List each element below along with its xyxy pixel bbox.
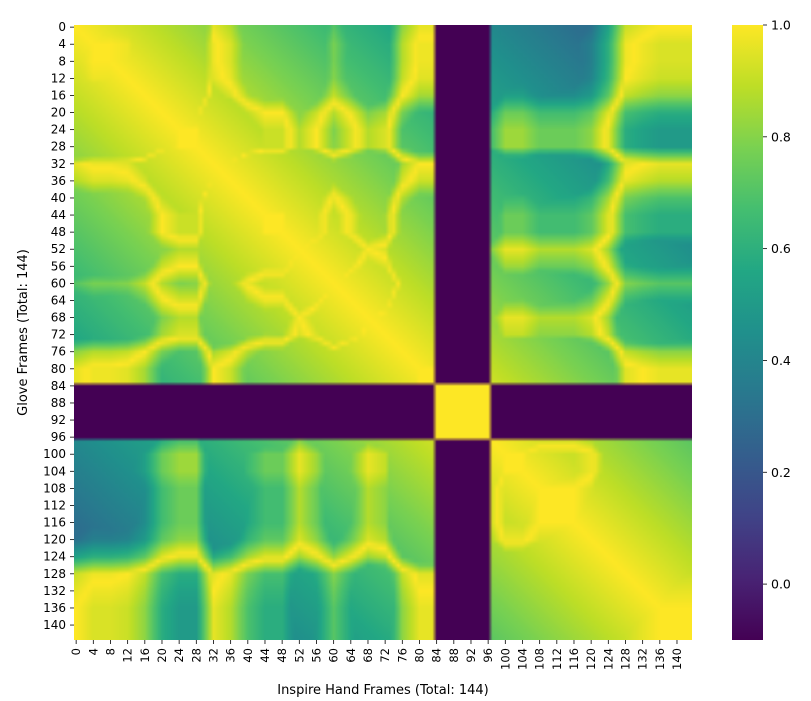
y-tick-label: 28 (51, 140, 66, 154)
heatmap-cells (74, 25, 692, 640)
y-tick-label: 128 (43, 567, 66, 581)
x-tick-label: 132 (636, 648, 650, 670)
y-tick-label: 68 (51, 311, 66, 325)
x-tick-label: 8 (103, 648, 117, 655)
x-tick-label: 12 (121, 648, 135, 663)
x-tick-label: 44 (258, 648, 272, 663)
colorbar-tick-label: 0.0 (771, 577, 791, 592)
y-tick-label: 120 (43, 533, 66, 547)
colorbar-tick-label: 0.4 (771, 353, 791, 368)
x-tick-label: 120 (584, 648, 598, 670)
y-tick-label: 100 (43, 447, 66, 461)
x-tick-label: 80 (412, 648, 426, 663)
y-tick-label: 60 (51, 276, 66, 290)
y-tick-label: 8 (58, 54, 66, 68)
y-tick-label: 80 (51, 362, 66, 376)
y-tick-label: 12 (51, 71, 66, 85)
x-tick-label: 104 (515, 648, 529, 670)
x-tick-label: 112 (550, 648, 564, 670)
y-tick-label: 44 (51, 208, 66, 222)
x-axis-label: Inspire Hand Frames (Total: 144) (277, 683, 489, 698)
x-tick-label: 100 (498, 648, 512, 670)
x-tick-label: 0 (69, 648, 83, 655)
x-tick-label: 96 (481, 648, 495, 663)
y-tick-label: 0 (58, 20, 66, 34)
y-tick-label: 36 (51, 174, 66, 188)
x-tick-label: 108 (533, 648, 547, 670)
y-tick-label: 56 (51, 259, 66, 273)
y-tick-label: 132 (43, 584, 66, 598)
y-tick-label: 16 (51, 88, 66, 102)
y-tick-label: 84 (51, 379, 66, 393)
y-tick-label: 108 (43, 481, 66, 495)
heatmap-image (74, 25, 692, 640)
y-tick-label: 92 (51, 413, 66, 427)
y-tick-label: 72 (51, 328, 66, 342)
x-tick-label: 136 (653, 648, 667, 670)
colorbar-tick-label: 0.8 (771, 129, 791, 144)
y-tick-label: 104 (43, 464, 66, 478)
x-tick-label: 84 (430, 648, 444, 663)
y-tick-label: 140 (43, 618, 66, 632)
x-axis-ticks: 0 4 8 12 16 20 24 28 32 36 40 44 48 52 56 60 64 68 72 76 80 8… (69, 640, 684, 670)
x-tick-label: 116 (567, 648, 581, 670)
colorbar-tick-label: 0.6 (771, 241, 791, 256)
x-tick-label: 56 (309, 648, 323, 663)
y-tick-label: 116 (43, 516, 66, 530)
colorbar (732, 25, 763, 640)
x-tick-label: 68 (361, 648, 375, 663)
x-tick-label: 40 (241, 648, 255, 663)
x-tick-label: 92 (464, 648, 478, 663)
x-tick-label: 16 (138, 648, 152, 663)
x-tick-label: 76 (395, 648, 409, 663)
x-tick-label: 36 (224, 648, 238, 663)
colorbar-tick-label: 0.2 (771, 465, 791, 480)
x-tick-label: 88 (447, 648, 461, 663)
x-tick-label: 24 (172, 648, 186, 663)
x-tick-label: 124 (601, 648, 615, 670)
x-tick-label: 32 (206, 648, 220, 663)
y-axis-ticks: 0481216202428323640444852566064687276808… (43, 20, 74, 632)
y-tick-label: 32 (51, 157, 66, 171)
x-tick-label: 128 (618, 648, 632, 670)
y-tick-label: 52 (51, 242, 66, 256)
x-tick-label: 28 (189, 648, 203, 663)
y-tick-label: 112 (43, 498, 66, 512)
y-tick-label: 4 (58, 37, 66, 51)
x-tick-label: 48 (275, 648, 289, 663)
colorbar-ticks: 1.0 0.8 0.6 0.4 0.2 0.0 (763, 18, 791, 592)
x-tick-label: 52 (292, 648, 306, 663)
colorbar-tick-label: 1.0 (771, 18, 791, 33)
x-tick-label: 60 (327, 648, 341, 663)
x-tick-label: 64 (344, 648, 358, 663)
y-tick-label: 88 (51, 396, 66, 410)
y-tick-label: 76 (51, 345, 66, 359)
y-tick-label: 64 (51, 293, 66, 307)
x-tick-label: 20 (155, 648, 169, 663)
y-tick-label: 96 (51, 430, 66, 444)
y-tick-label: 124 (43, 550, 66, 564)
y-axis-label: Glove Frames (Total: 144) (16, 249, 31, 416)
x-tick-label: 140 (670, 648, 684, 670)
y-tick-label: 40 (51, 191, 66, 205)
y-tick-label: 20 (51, 106, 66, 120)
y-tick-label: 24 (51, 123, 66, 137)
x-tick-label: 4 (86, 648, 100, 655)
x-tick-label: 72 (378, 648, 392, 663)
y-tick-label: 48 (51, 225, 66, 239)
y-tick-label: 136 (43, 601, 66, 615)
